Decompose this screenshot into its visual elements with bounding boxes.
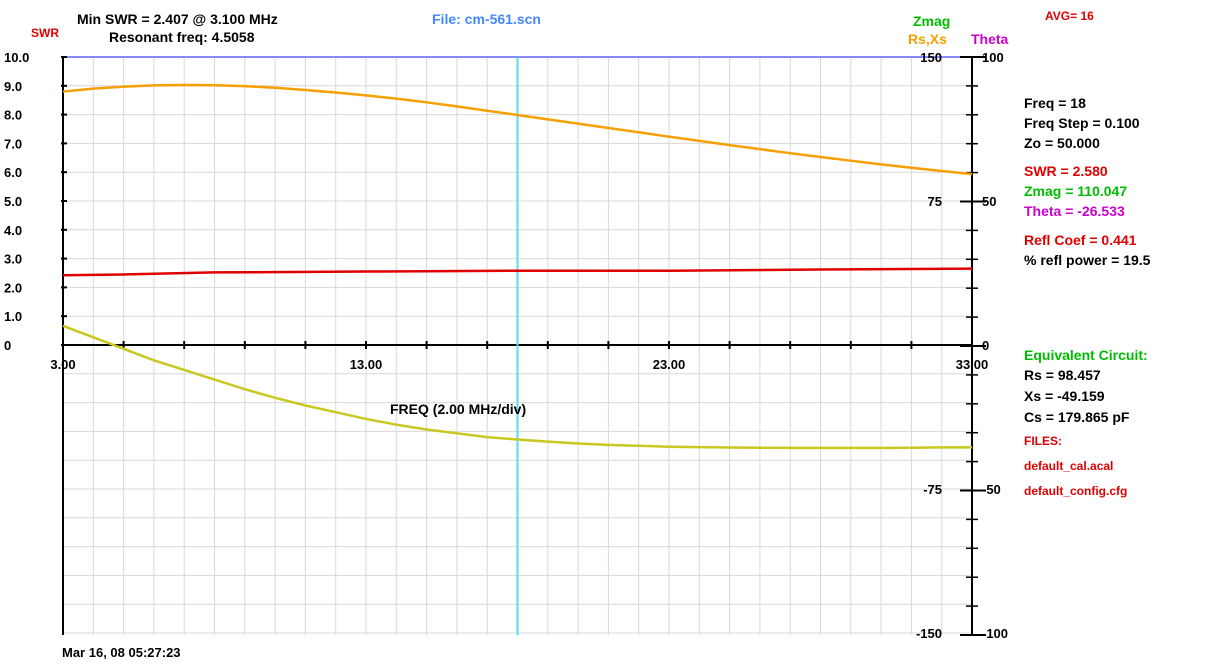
file-config[interactable]: default_config.cfg bbox=[1024, 484, 1128, 498]
theta-tick-label: -50 bbox=[982, 482, 1001, 497]
file-name-label: File: cm-561.scn bbox=[432, 11, 541, 27]
xs-readout: Xs = -49.159 bbox=[1024, 388, 1105, 404]
x-tick-label: 3.00 bbox=[50, 357, 75, 372]
swr-tick-label: 8.0 bbox=[4, 108, 22, 123]
zo-readout: Zo = 50.000 bbox=[1024, 135, 1100, 151]
swr-tick-label: 5.0 bbox=[4, 194, 22, 209]
files-title: FILES: bbox=[1024, 434, 1062, 448]
min-swr-readout: Min SWR = 2.407 @ 3.100 MHz bbox=[77, 11, 278, 27]
x-tick-label: 23.00 bbox=[653, 357, 686, 372]
x-tick-label: 13.00 bbox=[350, 357, 383, 372]
rsxs-tick-label: -75 bbox=[923, 482, 942, 497]
rsxs-axis-title: Rs,Xs bbox=[908, 31, 947, 47]
chart-traces bbox=[62, 57, 973, 635]
theta-readout: Theta = -26.533 bbox=[1024, 203, 1125, 219]
swr-tick-label: 3.0 bbox=[4, 252, 22, 267]
rsxs-tick-label: 75 bbox=[928, 194, 942, 209]
cs-readout: Cs = 179.865 pF bbox=[1024, 409, 1130, 425]
swr-tick-label: 9.0 bbox=[4, 79, 22, 94]
swr-tick-label: 2.0 bbox=[4, 280, 22, 295]
swr-tick-label: 0 bbox=[4, 338, 11, 353]
swr-tick-label: 1.0 bbox=[4, 309, 22, 324]
swr-tick-label: 4.0 bbox=[4, 223, 22, 238]
zmag-axis-title: Zmag bbox=[913, 13, 951, 29]
resonant-freq-readout: Resonant freq: 4.5058 bbox=[109, 29, 255, 45]
refl-power-readout: % refl power = 19.5 bbox=[1024, 252, 1151, 268]
swr-tick-label: 6.0 bbox=[4, 165, 22, 180]
avg-readout: AVG= 16 bbox=[1045, 9, 1094, 23]
swr-trace bbox=[62, 267, 973, 277]
x-tick-label: 33.00 bbox=[956, 357, 989, 372]
xs-trace bbox=[62, 324, 972, 450]
rsxs-tick-label: 150 bbox=[920, 50, 942, 65]
theta-tick-label: -100 bbox=[982, 626, 1008, 641]
file-cal[interactable]: default_cal.acal bbox=[1024, 459, 1114, 473]
rs-trace bbox=[62, 83, 973, 176]
theta-tick-label: 100 bbox=[982, 50, 1004, 65]
swr-tick-label: 10.0 bbox=[4, 50, 29, 65]
freq-readout: Freq = 18 bbox=[1024, 95, 1086, 111]
x-axis-label: FREQ (2.00 MHz/div) bbox=[390, 401, 527, 417]
zmag-readout: Zmag = 110.047 bbox=[1024, 183, 1128, 199]
theta-tick-label: 0 bbox=[982, 338, 989, 353]
rs-readout: Rs = 98.457 bbox=[1024, 367, 1101, 383]
rsxs-tick-label: -150 bbox=[916, 626, 942, 641]
chart-tick-labels: 10.0 9.0 8.0 7.0 6.0 5.0 4.0 3.0 2.0 1.0 0 3.00 13.0… bbox=[4, 50, 1008, 641]
swr-tick-label: 7.0 bbox=[4, 136, 22, 151]
theta-tick-label: 50 bbox=[982, 194, 996, 209]
theta-axis-title: Theta bbox=[971, 31, 1009, 47]
refl-coef-readout: Refl Coef = 0.441 bbox=[1024, 232, 1137, 248]
timestamp: Mar 16, 08 05:27:23 bbox=[62, 645, 181, 660]
freq-step-readout: Freq Step = 0.100 bbox=[1024, 115, 1140, 131]
swr-axis-title: SWR bbox=[31, 26, 59, 40]
equivalent-circuit-title: Equivalent Circuit: bbox=[1024, 347, 1148, 363]
swr-readout: SWR = 2.580 bbox=[1024, 163, 1108, 179]
